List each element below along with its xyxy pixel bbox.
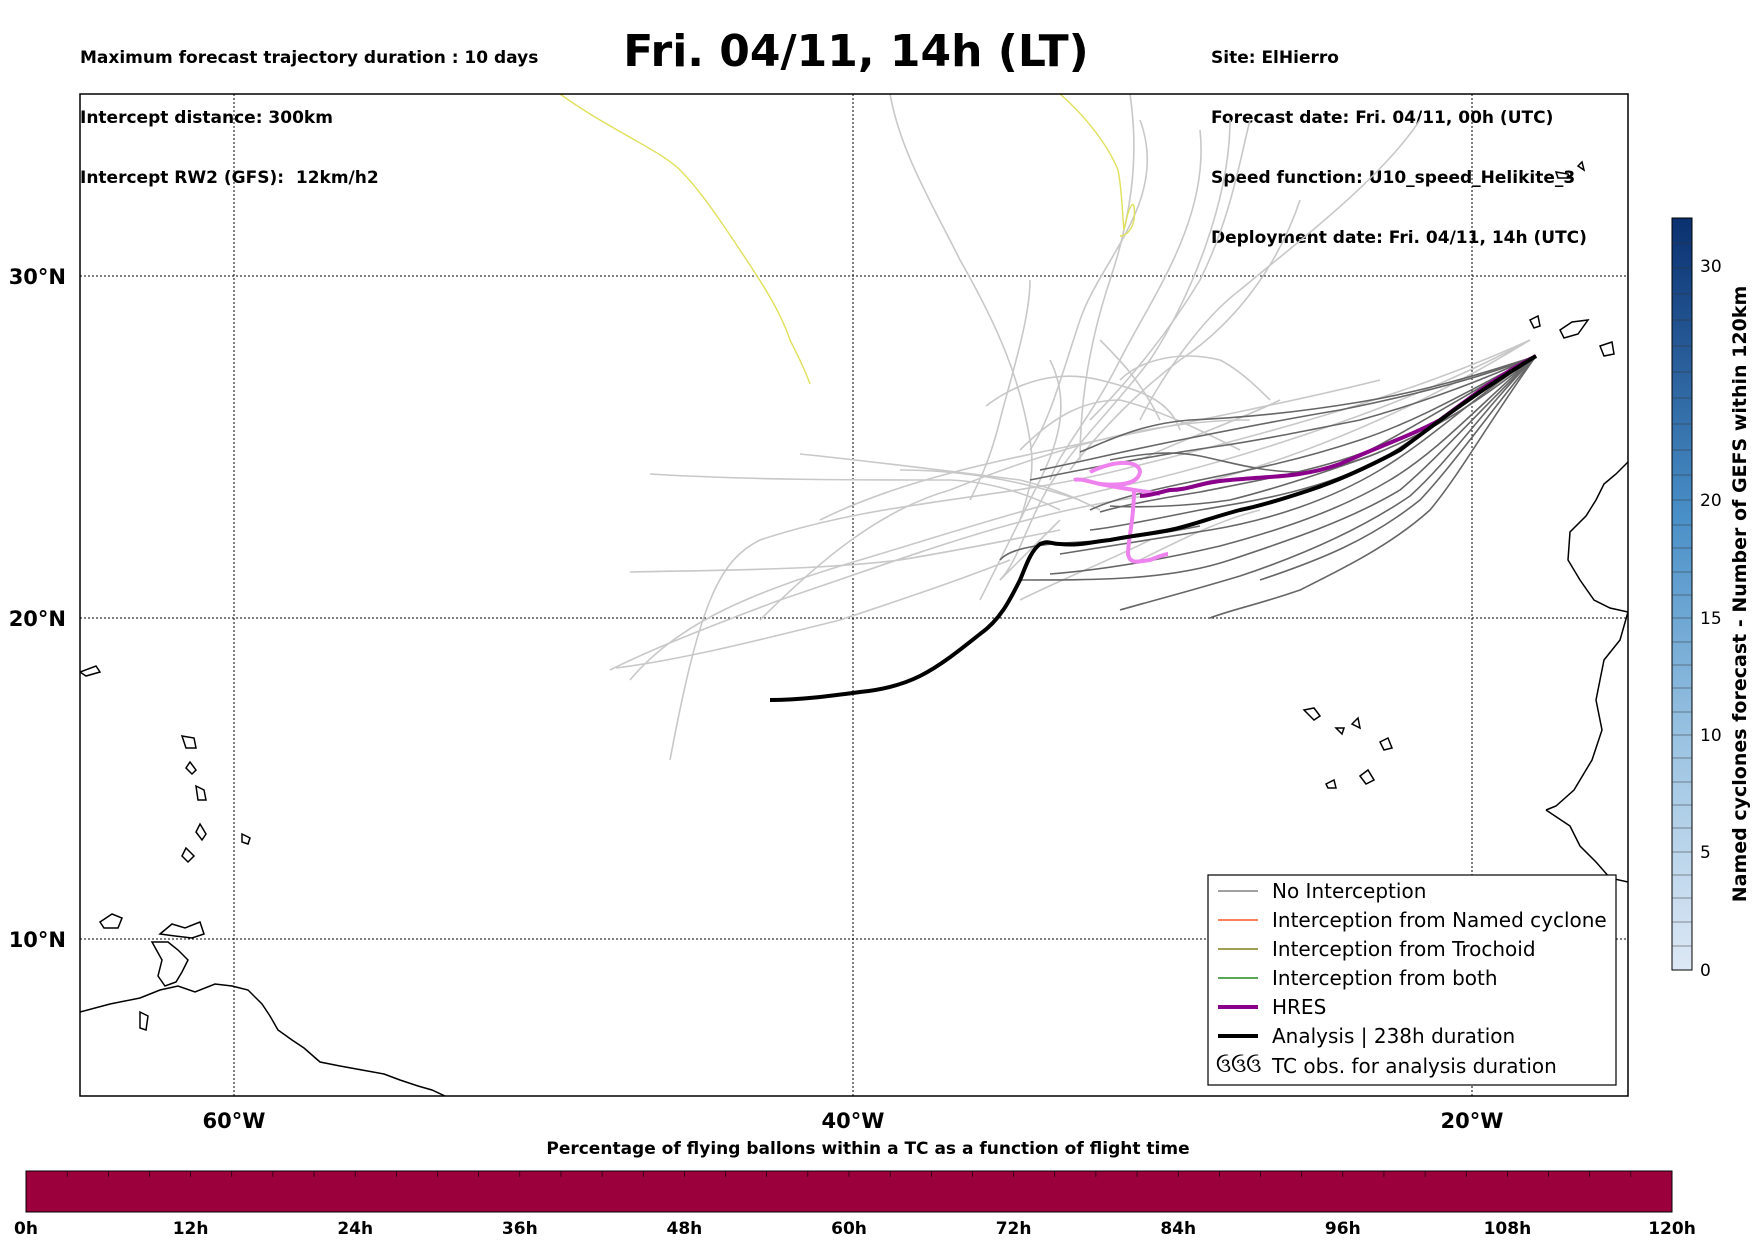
bottom-bar-tick: 48h [667,1219,703,1239]
legend-item-tc-obs: ઉઉઉ TC obs. for analysis duration [1216,1053,1557,1078]
bottom-bar-tick: 120h [1648,1219,1696,1239]
header-left-info: Maximum forecast trajectory duration : 1… [80,8,538,208]
bottom-bar-tick: 60h [831,1219,867,1239]
bottom-bar-tick: 72h [996,1219,1032,1239]
lat-tick: 30°N [9,265,66,289]
bottom-bar-title: Percentage of flying ballons within a TC… [546,1139,1189,1159]
header-left-line: Intercept RW2 (GFS): 12km/h2 [80,168,379,188]
header-left-line: Maximum forecast trajectory duration : 1… [80,48,539,68]
bottom-bar-tick: 96h [1325,1219,1361,1239]
legend-item-no-interception: No Interception [1218,879,1426,903]
bottom-bar-tick: 36h [502,1219,538,1239]
map-frame [79,93,1629,1097]
header-right-line: Site: ElHierro [1211,48,1339,68]
legend-label: HRES [1272,995,1326,1019]
lat-tick: 10°N [9,928,66,952]
legend-label: TC obs. for analysis duration [1271,1054,1557,1078]
legend-label: Analysis | 238h duration [1272,1024,1515,1048]
bottom-bar-tick: 0h [14,1219,38,1239]
header-left-line: Intercept distance: 300km [80,108,333,128]
map-area[interactable] [79,93,1629,1097]
bottom-bar-tick: 24h [337,1219,373,1239]
header-right-line: Forecast date: Fri. 04/11, 00h (UTC) [1211,108,1554,128]
bottom-bar-fill [25,1170,1673,1213]
legend: No Interception Interception from Named … [1207,874,1617,1086]
colorbar-gradient [1671,217,1693,971]
legend-box [1207,874,1617,1086]
legend-item-both: Interception from both [1218,966,1498,990]
analysis-track [769,354,1538,702]
legend-label: Interception from both [1272,966,1498,990]
colorbar-tick: 20 [1700,491,1722,511]
bottom-bar-tick: 108h [1484,1219,1532,1239]
main-title: Fri. 04/11, 14h (LT) [623,26,1089,77]
legend-item-analysis: Analysis | 238h duration [1218,1024,1515,1048]
cyclone-symbols-icon: ઉઉઉ [1216,1053,1261,1077]
colorbar-tick: 10 [1700,726,1722,746]
legend-label: No Interception [1272,879,1426,903]
legend-item-trochoid: Interception from Trochoid [1218,937,1536,961]
legend-label: Interception from Named cyclone [1272,908,1607,932]
lat-tick: 20°N [9,607,66,631]
bottom-bar-minor-ticks [66,1171,1632,1177]
faint-ensemble-tracks [609,94,1531,761]
colorbar-tick: 15 [1700,609,1722,629]
yellow-track-upper [1059,94,1136,237]
colorbar-tick: 30 [1700,257,1722,277]
lon-tick: 40°W [822,1109,885,1133]
yellow-track [559,94,811,385]
colorbar-bands [1672,242,1692,947]
legend-item-named-cyclone: Interception from Named cyclone [1218,908,1607,932]
legend-label: Interception from Trochoid [1272,937,1536,961]
bottom-bar-tick: 12h [173,1219,209,1239]
colorbar-label: Named cyclones forecast - Number of GEFS… [1729,286,1751,903]
legend-item-hres: HRES [1218,995,1326,1019]
colorbar-tick: 0 [1700,961,1711,981]
colorbar-tick: 5 [1700,843,1711,863]
lon-tick: 20°W [1441,1109,1504,1133]
no-interception-tracks [999,355,1537,619]
tc-percentage-bar: Percentage of flying ballons within a TC… [14,1139,1696,1239]
colorbar: 0 5 10 15 20 30 Named cyclones forecast … [1671,217,1751,981]
header-right-line: Speed function: U10_speed_Helikite_3 [1211,168,1576,188]
bottom-bar-tick: 84h [1160,1219,1196,1239]
lon-tick: 60°W [203,1109,266,1133]
